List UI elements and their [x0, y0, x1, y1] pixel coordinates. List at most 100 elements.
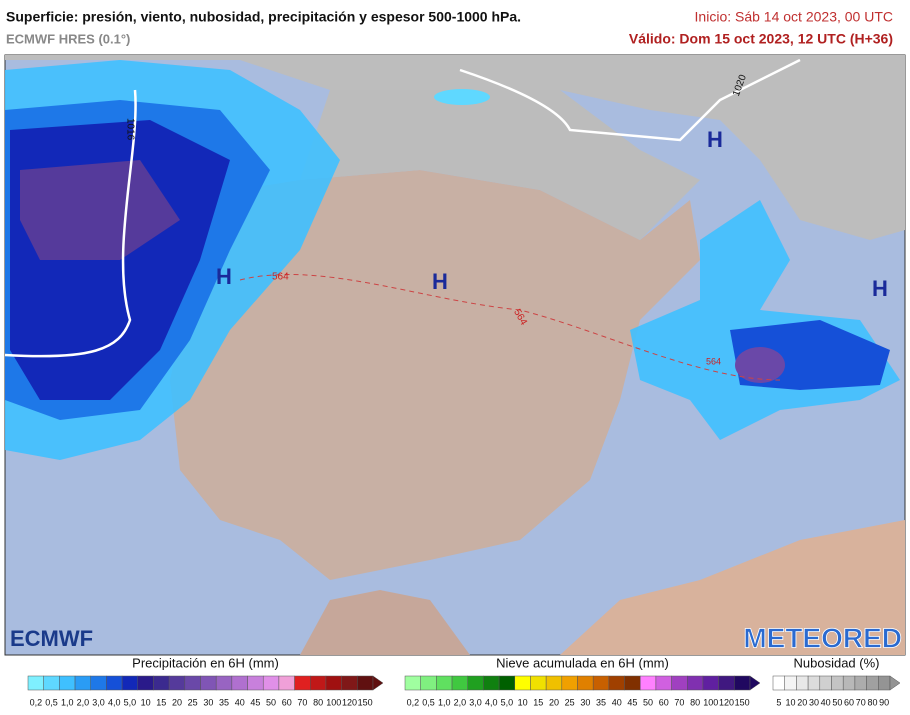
legend-swatch — [59, 675, 76, 691]
legend-swatch — [137, 675, 154, 691]
legend-label: 80 — [313, 697, 323, 707]
legend-swatch — [153, 675, 170, 691]
high-pressure: H — [872, 276, 888, 301]
legend-swatch — [807, 675, 821, 691]
legend-swatch — [325, 675, 342, 691]
legend-label: 20 — [172, 697, 182, 707]
legend-label: 2,0 — [77, 697, 90, 707]
legend-swatch — [624, 675, 641, 691]
legend-label: 2,0 — [454, 697, 467, 707]
legend-swatch — [483, 675, 500, 691]
legend-label: 0,2 — [407, 697, 420, 707]
legend-title: Precipitación en 6H (mm) — [132, 655, 279, 670]
init-time: Inicio: Sáb 14 oct 2023, 00 UTC — [695, 9, 893, 25]
legend-title: Nieve acumulada en 6H (mm) — [496, 655, 669, 670]
legend-label: 1,0 — [438, 697, 451, 707]
legend-label: 100 — [326, 697, 341, 707]
legend-label: 80 — [867, 697, 877, 707]
legend-swatch — [262, 675, 280, 691]
legends: Precipitación en 6H (mm)0,2 0,5 1,0 2,0 3,0 4… — [27, 655, 901, 707]
legend-label: 50 — [266, 697, 276, 707]
legend-swatch — [168, 675, 186, 691]
precipitation — [5, 60, 900, 460]
meteored-logo: METEORED — [743, 622, 902, 653]
legend-label: 35 — [219, 697, 229, 707]
legend-swatch — [819, 675, 832, 691]
legend-label: 5,0 — [124, 697, 137, 707]
legend-label: 100 — [703, 697, 718, 707]
legend-label: 30 — [203, 697, 213, 707]
legend-label: 120 — [342, 697, 357, 707]
legend-swatch — [784, 675, 797, 691]
legend-label: 4,0 — [108, 697, 121, 707]
legend-label: 80 — [690, 697, 700, 707]
isobar-label: 1016 — [124, 118, 135, 141]
legend-swatch — [341, 675, 358, 691]
legend-label: 60 — [659, 697, 669, 707]
legend-label: 150 — [735, 697, 750, 707]
legend-swatch — [294, 675, 311, 691]
legend-label: 50 — [832, 697, 842, 707]
legend-swatch — [796, 675, 809, 691]
legend-label: 4,0 — [485, 697, 498, 707]
legend-swatch — [530, 675, 547, 691]
legend-label: 15 — [533, 697, 543, 707]
legend-arrow — [889, 675, 901, 691]
legend-swatch — [734, 675, 751, 691]
legend-label: 60 — [282, 697, 292, 707]
legend-swatch — [231, 675, 248, 691]
legend-label: 90 — [879, 697, 889, 707]
legend-label: 20 — [797, 697, 807, 707]
legend-swatch — [592, 675, 610, 691]
legend-arrow — [749, 675, 761, 691]
model: ECMWF HRES (0.1°) — [6, 31, 130, 46]
ecmwf-logo: ECMWF — [10, 626, 93, 651]
legend-label: 70 — [856, 697, 866, 707]
legend-swatch — [561, 675, 578, 691]
legend-label: 70 — [674, 697, 684, 707]
legend-swatch — [106, 675, 123, 691]
legend-swatch — [842, 675, 856, 691]
legend-swatch — [74, 675, 91, 691]
legend-label: 50 — [643, 697, 653, 707]
legend-swatch — [467, 675, 484, 691]
legend-swatch — [310, 675, 327, 691]
legend-swatch — [718, 675, 735, 691]
legend-swatch — [866, 675, 879, 691]
valid-time: Válido: Dom 15 oct 2023, 12 UTC (H+36) — [629, 31, 893, 47]
legend-swatch — [608, 675, 625, 691]
legend-label: 0,5 — [45, 697, 58, 707]
legend-swatch — [577, 675, 594, 691]
legend-label: 10 — [141, 697, 151, 707]
thickness-label: 564 — [706, 356, 721, 366]
legend-label: 30 — [580, 697, 590, 707]
legend-swatch — [247, 675, 264, 691]
legend-swatch — [184, 675, 201, 691]
legend-label: 10 — [786, 697, 796, 707]
legend-label: 30 — [809, 697, 819, 707]
legend-swatch — [639, 675, 657, 691]
legend-swatch — [687, 675, 704, 691]
legend-swatch — [772, 675, 785, 691]
legend-label: 40 — [612, 697, 622, 707]
legend-arrow — [372, 675, 384, 691]
legend-label: 5,0 — [501, 697, 514, 707]
legend-swatch — [545, 675, 563, 691]
legend-label: 70 — [297, 697, 307, 707]
map: H H H H 1016 1020 564 564 564 ECMWF METE… — [4, 54, 906, 656]
legend-swatch — [671, 675, 688, 691]
thickness-label: 564 — [272, 272, 289, 283]
high-pressure: H — [707, 127, 723, 152]
legend-swatch — [514, 675, 531, 691]
legend-swatch — [702, 675, 719, 691]
legend-title: Nubosidad (%) — [794, 655, 880, 670]
legend-label: 10 — [518, 697, 528, 707]
legend-swatch — [436, 675, 453, 691]
legend-label: 20 — [549, 697, 559, 707]
title: Superficie: presión, viento, nubosidad, … — [6, 9, 521, 25]
legend-swatch — [90, 675, 107, 691]
legend-swatch — [121, 675, 139, 691]
legend-label: 3,0 — [469, 697, 482, 707]
legend-swatch — [655, 675, 672, 691]
